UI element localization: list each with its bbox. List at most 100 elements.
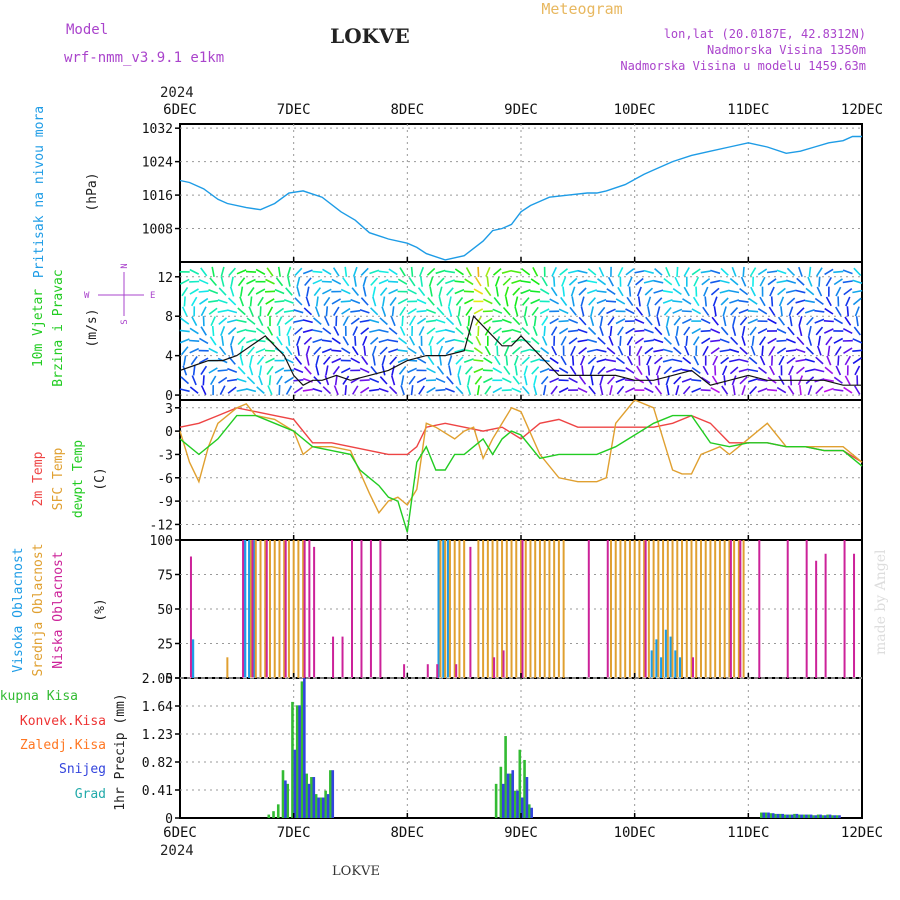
precip-total-bar <box>324 790 327 818</box>
wind-arrow <box>539 367 550 373</box>
wind-arrow <box>266 365 274 375</box>
wind-arrow <box>502 337 512 345</box>
wind-arrow <box>294 297 303 306</box>
wind-arrow <box>761 345 764 356</box>
wind-arrow <box>267 385 273 396</box>
wind-arrow <box>427 355 435 366</box>
wind-arrow <box>454 348 465 353</box>
wind-arrow <box>219 385 226 395</box>
wind-arrow <box>228 267 237 277</box>
wind-arrow <box>710 287 720 296</box>
wind-arrow <box>729 348 740 353</box>
wind-arrow <box>255 288 266 295</box>
wind-arrow <box>350 357 361 364</box>
wind-arrow <box>684 345 690 356</box>
wind-arrow <box>577 328 588 334</box>
wind-arrow <box>240 286 244 297</box>
wind-arrow <box>644 347 654 355</box>
wind-arrow <box>371 345 377 356</box>
y-tick-label: 1032 <box>142 122 173 137</box>
wind-arrow <box>379 346 388 355</box>
wind-arrow <box>691 327 701 335</box>
wind-arrow <box>447 355 453 366</box>
wind-arrow <box>293 367 304 374</box>
wind-arrow <box>675 385 680 396</box>
compass-legend: W E N S <box>84 263 155 324</box>
wind-arrow <box>397 278 408 285</box>
wind-arrow <box>379 287 388 297</box>
temp-dewpt-line <box>179 414 863 533</box>
wind-arrow <box>303 336 313 345</box>
wind-arrow <box>445 279 455 285</box>
wind-arrow <box>230 276 234 287</box>
wind-arrow <box>757 378 768 382</box>
wind-arrow <box>210 375 217 386</box>
wind-arrow <box>580 306 585 317</box>
wind-arrow <box>511 279 522 285</box>
wind-arrow <box>681 377 692 383</box>
wind-arrow <box>843 347 853 354</box>
wind-arrow <box>208 367 218 374</box>
date-tick-label-bottom: 8DEC <box>390 825 424 841</box>
precip-snow-bar <box>530 807 533 818</box>
temp-unit: (C) <box>93 467 108 490</box>
temp-2m-label: 2m Temp <box>31 451 46 506</box>
wind-arrow <box>294 356 303 365</box>
wind-arrow <box>294 327 303 335</box>
y-tick-label: 25 <box>157 638 173 653</box>
wind-arrow <box>587 289 598 294</box>
wind-arrow <box>428 276 434 287</box>
wind-arrow <box>767 278 777 286</box>
wind-arrow <box>445 317 455 326</box>
date-tick-label-bottom: 12DEC <box>841 825 883 841</box>
wind-arrow <box>236 388 247 392</box>
wind-arrow <box>720 326 729 336</box>
wind-arrow <box>302 269 313 275</box>
precip-snow-bar <box>331 770 335 818</box>
wind-arrow <box>256 386 265 395</box>
wind-arrow <box>323 296 331 307</box>
wind-arrow <box>808 266 812 277</box>
wind-arrow <box>825 296 832 307</box>
wind-arrow <box>740 276 747 287</box>
wind-arrow <box>388 327 398 335</box>
wind-arrow <box>229 335 235 346</box>
wind-arrow <box>483 377 493 384</box>
wind-arrow <box>712 296 718 307</box>
wind-arrow <box>815 356 824 365</box>
wind-arrow <box>720 297 729 306</box>
wind-arrow <box>312 338 323 344</box>
wind-arrow <box>331 349 342 352</box>
wind-arrow <box>313 287 322 297</box>
y-tick-label: -12 <box>150 518 173 533</box>
wind-arrow <box>722 306 727 317</box>
compass-north: N <box>120 263 130 268</box>
wind-arrow <box>436 277 445 286</box>
wind-arrow <box>549 317 559 325</box>
wind-arrow <box>842 269 853 275</box>
wind-arrow <box>427 297 435 306</box>
wind-arrow <box>209 277 218 287</box>
wind-arrow <box>511 387 522 393</box>
wind-arrow <box>512 316 521 326</box>
wind-arrow <box>369 319 380 324</box>
wind-arrow <box>511 270 522 274</box>
wind-arrow <box>816 286 823 297</box>
wind-arrow <box>823 328 834 334</box>
wind-arrow <box>738 358 749 363</box>
wind-arrow <box>435 388 446 392</box>
y-tick-label: 1016 <box>142 189 173 204</box>
wind-arrow <box>712 355 719 366</box>
wind-arrow <box>672 358 683 363</box>
wind-arrow <box>322 386 332 395</box>
wind-arrow <box>332 365 340 375</box>
wind-arrow <box>768 306 776 316</box>
precip-total-bar <box>816 814 820 818</box>
wind-arrow <box>852 279 863 285</box>
wind-arrow <box>208 289 219 295</box>
wind-arrow <box>665 325 671 337</box>
wind-arrow <box>825 336 833 346</box>
wind-arrow <box>795 358 806 363</box>
wind-arrow <box>255 327 266 335</box>
wind-arrow <box>477 266 480 277</box>
